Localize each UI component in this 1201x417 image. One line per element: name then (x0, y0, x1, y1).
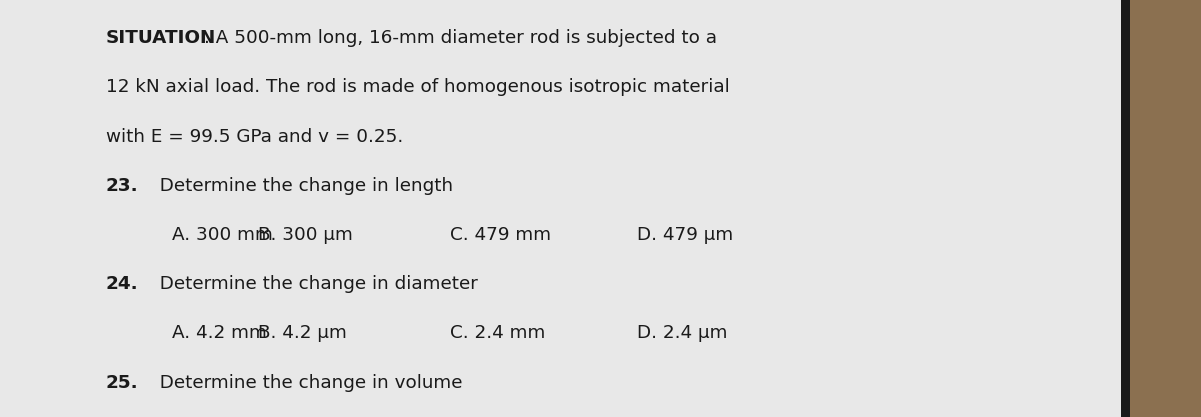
Text: 23.: 23. (106, 177, 138, 195)
FancyBboxPatch shape (1130, 0, 1201, 417)
Text: with E = 99.5 GPa and v = 0.25.: with E = 99.5 GPa and v = 0.25. (106, 128, 404, 146)
Text: . A 500-mm long, 16-mm diameter rod is subjected to a: . A 500-mm long, 16-mm diameter rod is s… (204, 29, 717, 47)
Text: Determine the change in length: Determine the change in length (148, 177, 453, 195)
Text: SITUATION: SITUATION (106, 29, 216, 47)
Text: B. 4.2 μm: B. 4.2 μm (258, 324, 347, 342)
Text: D. 2.4 μm: D. 2.4 μm (637, 324, 727, 342)
Text: D. 479 μm: D. 479 μm (637, 226, 733, 244)
Text: 24.: 24. (106, 275, 138, 293)
Text: C. 479 mm: C. 479 mm (450, 226, 551, 244)
Text: Determine the change in volume: Determine the change in volume (148, 374, 462, 392)
Text: 12 kN axial load. The rod is made of homogenous isotropic material: 12 kN axial load. The rod is made of hom… (106, 78, 729, 96)
Text: 25.: 25. (106, 374, 138, 392)
Text: B. 300 μm: B. 300 μm (258, 226, 353, 244)
Text: A. 4.2 mm: A. 4.2 mm (172, 324, 267, 342)
Text: A. 300 mm: A. 300 mm (172, 226, 273, 244)
Text: Determine the change in diameter: Determine the change in diameter (148, 275, 478, 293)
FancyBboxPatch shape (1121, 0, 1130, 417)
Text: C. 2.4 mm: C. 2.4 mm (450, 324, 545, 342)
